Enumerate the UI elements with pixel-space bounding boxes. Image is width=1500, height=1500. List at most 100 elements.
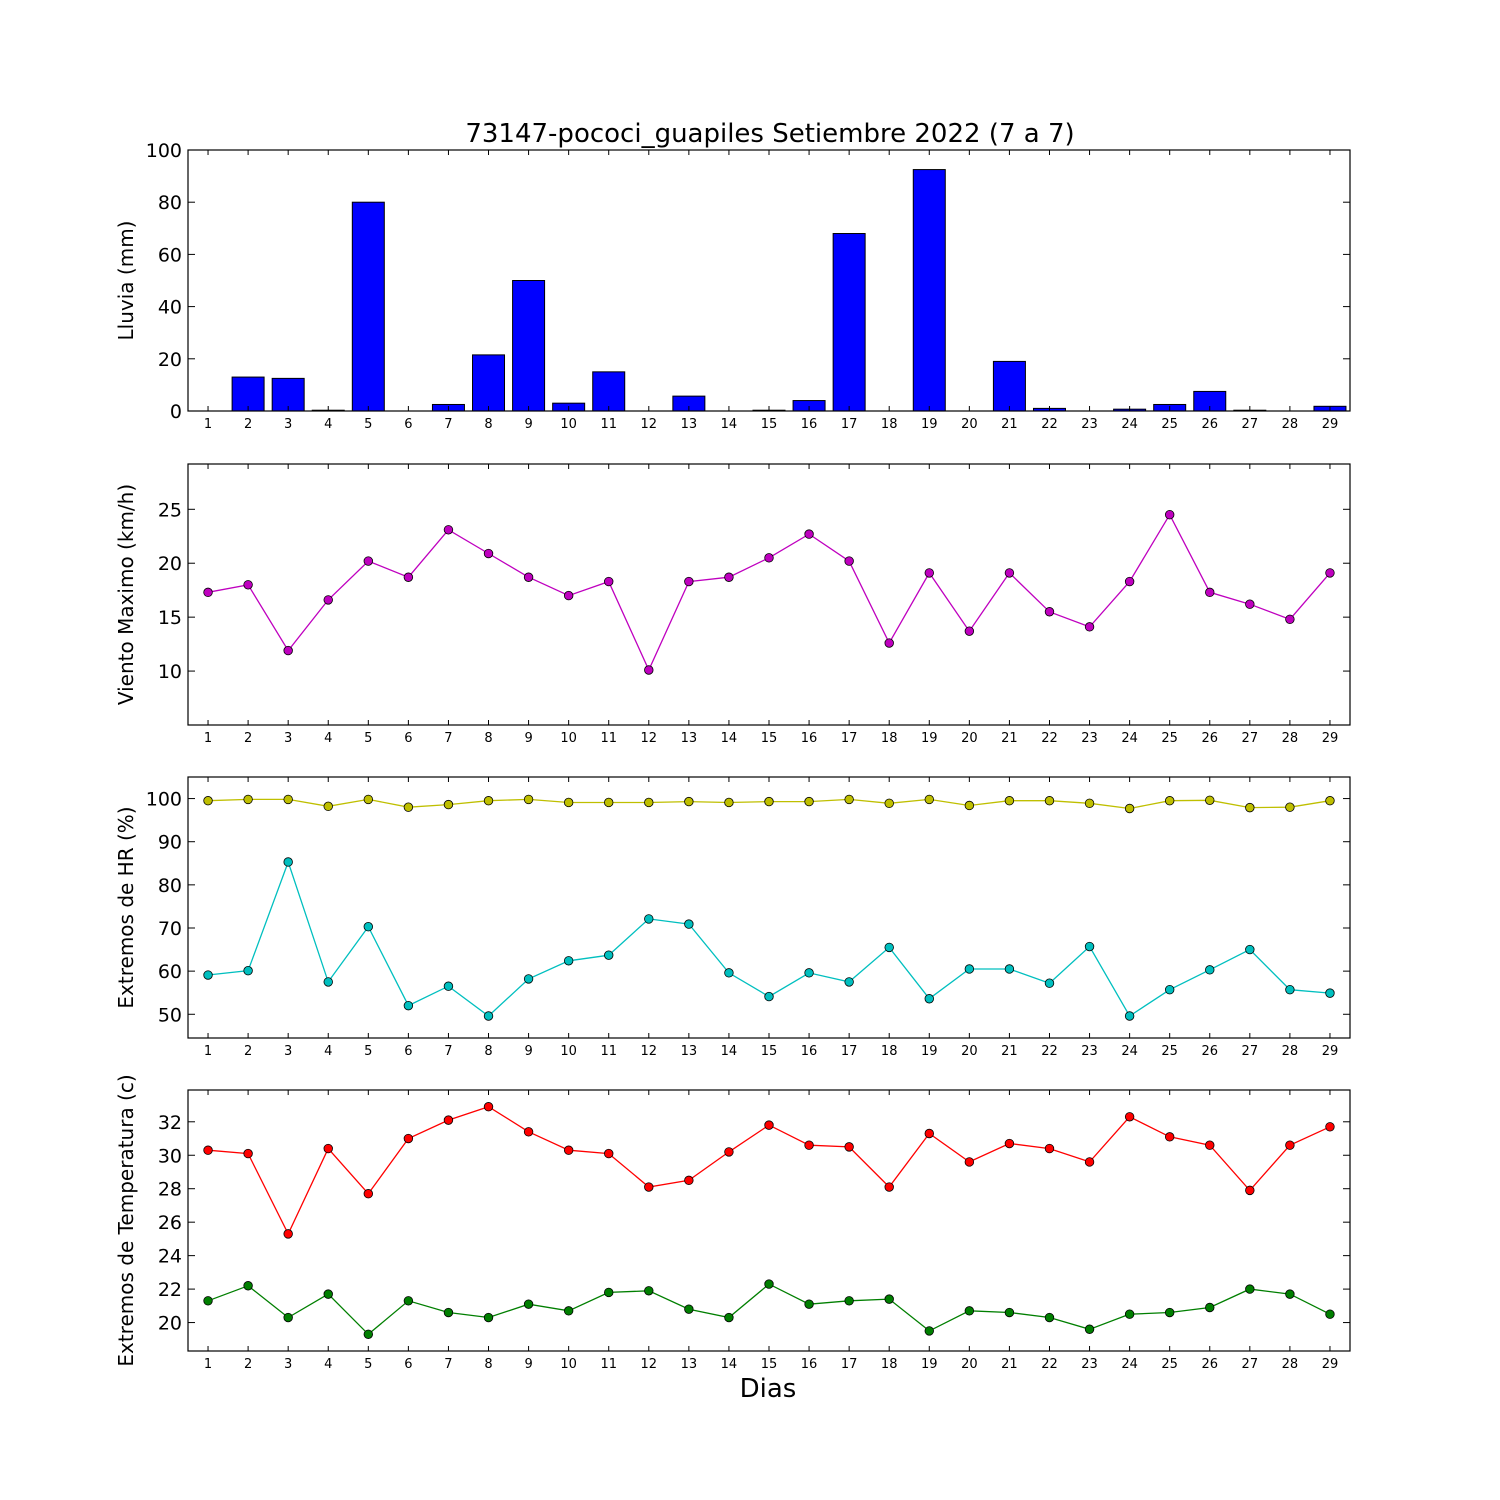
y-tick-label: 30 [158,1145,182,1167]
series-1-point-day-24 [1124,576,1135,587]
x-tick-label: 11 [600,1357,617,1372]
y-tick-label: 24 [158,1246,182,1268]
y-axis-label: Extremos de HR (%) [114,806,138,1008]
panel-3: 1 2 3 4 5 6 7 8 9 10 11 12 13 14 15 16 17 18 19 20 21 22 23 24 2… [114,776,1351,1059]
series-2-point-day-17 [844,977,854,987]
bar-day-11 [592,371,626,412]
series-1-point-day-19 [924,568,934,578]
series-1-point-day-26 [1205,795,1215,805]
series-2-point-day-21 [1004,1307,1015,1318]
x-tick-label: 2 [244,731,252,746]
series-1-point-day-21 [1004,568,1015,578]
series-1-point-day-16 [804,796,814,807]
series-1-point-day-3 [283,1229,293,1239]
series-1-point-day-18 [884,1182,894,1192]
y-tick-label: 100 [146,789,182,811]
series-1-point-day-16 [804,1140,814,1150]
series-1-point-day-26 [1205,587,1215,598]
x-tick-label: 14 [721,1044,738,1059]
series-1-point-day-28 [1285,1140,1295,1150]
x-tick-label: 21 [1001,731,1018,746]
y-tick-label: 15 [158,607,182,629]
x-tick-label: 12 [641,417,658,432]
x-tick-label: 8 [484,1044,492,1059]
x-tick-label: 6 [404,417,412,432]
series-1-point-day-7 [443,799,454,810]
series-1-point-day-18 [884,798,894,809]
series-1-point-day-14 [724,797,734,808]
x-tick-label: 29 [1322,417,1339,432]
series-1-point-day-17 [844,556,854,566]
x-tick-label: 3 [284,731,292,746]
x-tick-label: 14 [721,1357,738,1372]
x-tick-label: 26 [1201,417,1218,432]
series-1-point-day-14 [724,1147,734,1157]
series-2-point-day-28 [1285,984,1295,995]
series-1-point-day-12 [644,665,654,675]
x-tick-label: 21 [1001,1357,1018,1372]
x-tick-label: 17 [841,417,858,432]
x-tick-label: 7 [444,1044,452,1059]
series-1-point-day-15 [764,553,774,563]
x-tick-label: 11 [600,1044,617,1059]
x-tick-label: 26 [1201,1357,1218,1372]
x-tick-label: 9 [524,731,532,746]
series-1-point-day-3 [283,645,293,656]
series-1-point-day-20 [964,626,975,636]
series-1-point-day-2 [243,794,253,805]
series-1-point-day-16 [804,529,814,539]
series-1-point-day-4 [323,801,333,812]
x-tick-label: 18 [881,417,898,432]
series-2-point-day-12 [644,914,654,924]
series-1-point-day-6 [403,1133,414,1144]
x-tick-label: 3 [284,1044,292,1059]
series-1-point-day-22 [1044,796,1055,806]
x-tick-label: 7 [444,1357,452,1372]
x-tick-label: 9 [524,1357,532,1372]
x-tick-label: 8 [484,731,492,746]
series-2-point-day-5 [363,921,374,932]
series-2-point-day-14 [724,968,734,978]
series-2-point-day-27 [1245,1284,1255,1294]
series-1-point-day-19 [924,794,934,805]
series-1-point-day-6 [403,802,414,812]
x-tick-label: 22 [1041,731,1058,746]
x-tick-label: 11 [600,417,617,432]
series-2-point-day-19 [924,1326,934,1336]
x-tick-label: 10 [560,1044,577,1059]
series-2-point-day-4 [323,977,333,987]
series-2-point-day-14 [724,1312,734,1323]
series-1-point-day-27 [1245,802,1255,813]
series-2-point-day-1 [203,970,213,980]
x-tick-label: 7 [444,731,452,746]
x-tick-label: 14 [721,731,738,746]
x-tick-label: 25 [1161,1044,1178,1059]
x-tick-label: 27 [1242,417,1259,432]
panel-1: 1 2 3 4 5 6 7 8 9 10 11 12 13 14 15 16 17 18 19 20 21 22 23 24 2… [114,140,1351,432]
x-tick-label: 21 [1001,417,1018,432]
y-tick-label: 25 [158,499,182,521]
y-tick-label: 20 [158,349,182,371]
x-tick-label: 23 [1081,731,1098,746]
x-tick-label: 27 [1242,731,1259,746]
bar-day-8 [472,354,506,412]
y-tick-label: 100 [146,140,182,162]
x-tick-label: 12 [641,731,658,746]
x-tick-label: 6 [404,1357,412,1372]
series-1-point-day-5 [363,1189,374,1199]
series-2-point-day-9 [523,974,534,984]
x-tick-label: 2 [244,417,252,432]
x-tick-label: 20 [961,1357,978,1372]
series-2-point-day-5 [363,1329,374,1339]
series-1-point-day-15 [764,796,774,807]
bar-day-5 [351,201,385,412]
series-1-point-day-25 [1164,796,1175,806]
series-1-point-day-29 [1325,796,1335,806]
x-tick-label: 29 [1322,1357,1339,1372]
series-2-point-day-13 [684,1304,694,1314]
x-tick-label: 16 [801,1357,818,1372]
series-2-point-day-10 [563,1306,574,1316]
x-tick-label: 1 [204,1357,212,1372]
x-tick-label: 17 [841,1044,858,1059]
series-1-point-day-22 [1044,1143,1055,1154]
